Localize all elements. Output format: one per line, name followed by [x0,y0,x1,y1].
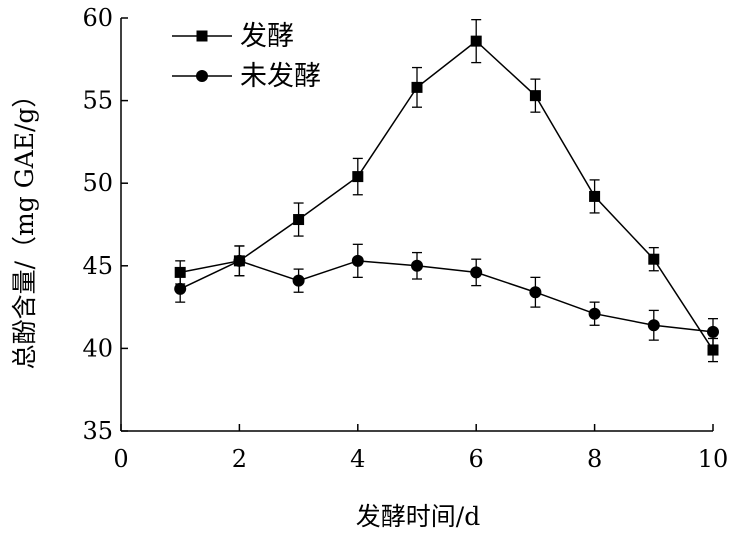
y-ticks: 35 40 45 50 55 60 [82,4,128,445]
legend-label: 未发酵 [240,61,321,92]
y-axis-title: 总酚含量/（mg GAE/g） [10,83,39,370]
x-tick-label: 8 [587,445,602,473]
x-tick-label: 4 [350,445,365,473]
x-tick-label: 6 [469,445,484,473]
data-point [707,344,719,356]
legend-item-2: 未发酵 [172,61,321,92]
data-point [529,90,541,102]
data-point [351,254,364,267]
data-point [411,259,423,272]
data-point [589,190,601,202]
data-point [233,254,246,267]
data-point [647,319,660,332]
legend-item-1: 发酵 [172,21,294,52]
data-point [292,274,305,287]
data-point [648,253,660,265]
x-ticks: 0 2 4 6 8 10 [113,424,728,473]
y-tick-label: 40 [82,334,113,362]
y-tick-label: 45 [82,252,113,280]
data-point [411,81,423,93]
legend-label: 发酵 [240,21,294,52]
series-line [179,260,714,333]
data-point [293,214,305,226]
data-point [470,266,483,279]
series-layer [174,19,719,363]
data-point [529,286,542,299]
data-point [707,325,719,338]
x-tick-label: 0 [113,445,128,473]
x-tick-label: 2 [232,445,247,473]
series-line [180,40,714,351]
y-tick-label: 55 [82,87,113,115]
y-tick-label: 50 [82,169,113,197]
axes [120,18,713,432]
data-point [174,266,186,278]
y-tick-label: 60 [82,4,113,32]
legend-marker [196,70,208,82]
x-axis-title: 发酵时间/d [356,502,480,531]
x-tick-label: 10 [698,445,729,473]
series-2 [174,243,719,346]
data-point [174,282,187,295]
data-point [588,307,601,320]
data-point [470,35,482,47]
y-tick-label: 35 [82,417,113,445]
data-point [352,171,364,183]
legend-marker [196,30,208,42]
